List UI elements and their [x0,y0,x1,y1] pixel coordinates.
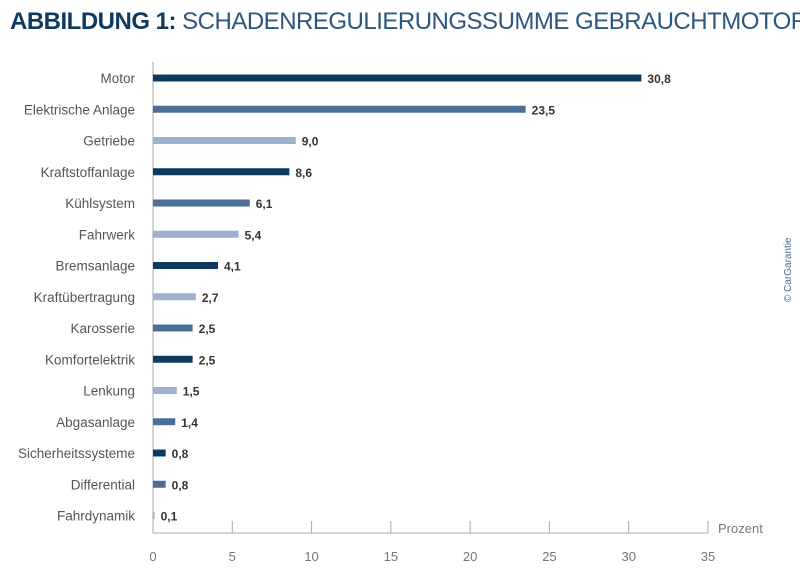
category-label: Motor [100,71,135,86]
bar [153,449,166,457]
category-label: Kühlsystem [65,196,135,211]
bar [153,199,250,207]
bar [153,105,526,113]
bar [153,355,193,363]
copyright: © CarGarantie [783,237,794,302]
bar [153,137,296,144]
category-label: Bremsanlage [55,259,135,274]
x-tick-label: 10 [304,549,318,564]
category-label: Lenkung [83,384,135,399]
value-label: 4,1 [224,260,241,274]
category-label: Differential [71,477,135,492]
x-tick-label: 20 [463,549,477,564]
value-label: 9,0 [302,135,319,149]
category-label: Abgasanlage [56,415,135,430]
x-tick-label: 15 [384,549,398,564]
value-label: 30,8 [647,72,671,86]
category-label: Komfortelektrik [45,352,135,367]
bar [153,262,219,269]
bar [153,168,290,176]
bar [153,74,642,82]
value-label: 1,5 [183,385,200,399]
value-label: 6,1 [256,197,273,211]
category-label: Getriebe [83,134,135,149]
bar [153,293,196,301]
category-label: Kraftstoffanlage [41,165,135,180]
value-label: 0,8 [172,478,189,492]
x-tick-label: 5 [229,549,236,564]
category-label: Karosserie [70,321,135,336]
x-axis-label: Prozent [718,521,763,536]
category-label: Fahrdynamik [57,509,135,524]
category-label: Elektrische Anlage [24,102,135,117]
category-label: Sicherheitssysteme [18,446,135,461]
value-label: 23,5 [532,103,556,117]
value-label: 0,1 [161,510,178,524]
x-tick-label: 30 [621,549,635,564]
value-label: 0,8 [172,447,189,461]
bar [153,512,155,519]
x-tick-label: 0 [149,549,156,564]
value-label: 5,4 [245,228,262,242]
title-bold: ABBILDUNG 1: [10,8,177,35]
value-label: 2,7 [202,291,219,305]
chart-title: ABBILDUNG 1: SCHADENREGULIERUNGSSUMME GE… [10,8,800,36]
x-tick-label: 25 [542,549,556,564]
category-label: Fahrwerk [79,227,136,242]
value-label: 2,5 [199,322,216,336]
value-label: 2,5 [199,353,216,367]
bar [153,324,193,332]
value-label: 1,4 [181,416,198,430]
bar [153,480,166,488]
bar [153,230,239,238]
value-label: 8,6 [295,166,312,180]
x-tick-label: 35 [701,549,715,564]
bar [153,387,177,394]
title-text: SCHADENREGULIERUNGSSUMME GEBRAUCHTMOTORR… [182,8,800,35]
bar [153,418,176,426]
category-label: Kraftübertragung [34,290,135,305]
